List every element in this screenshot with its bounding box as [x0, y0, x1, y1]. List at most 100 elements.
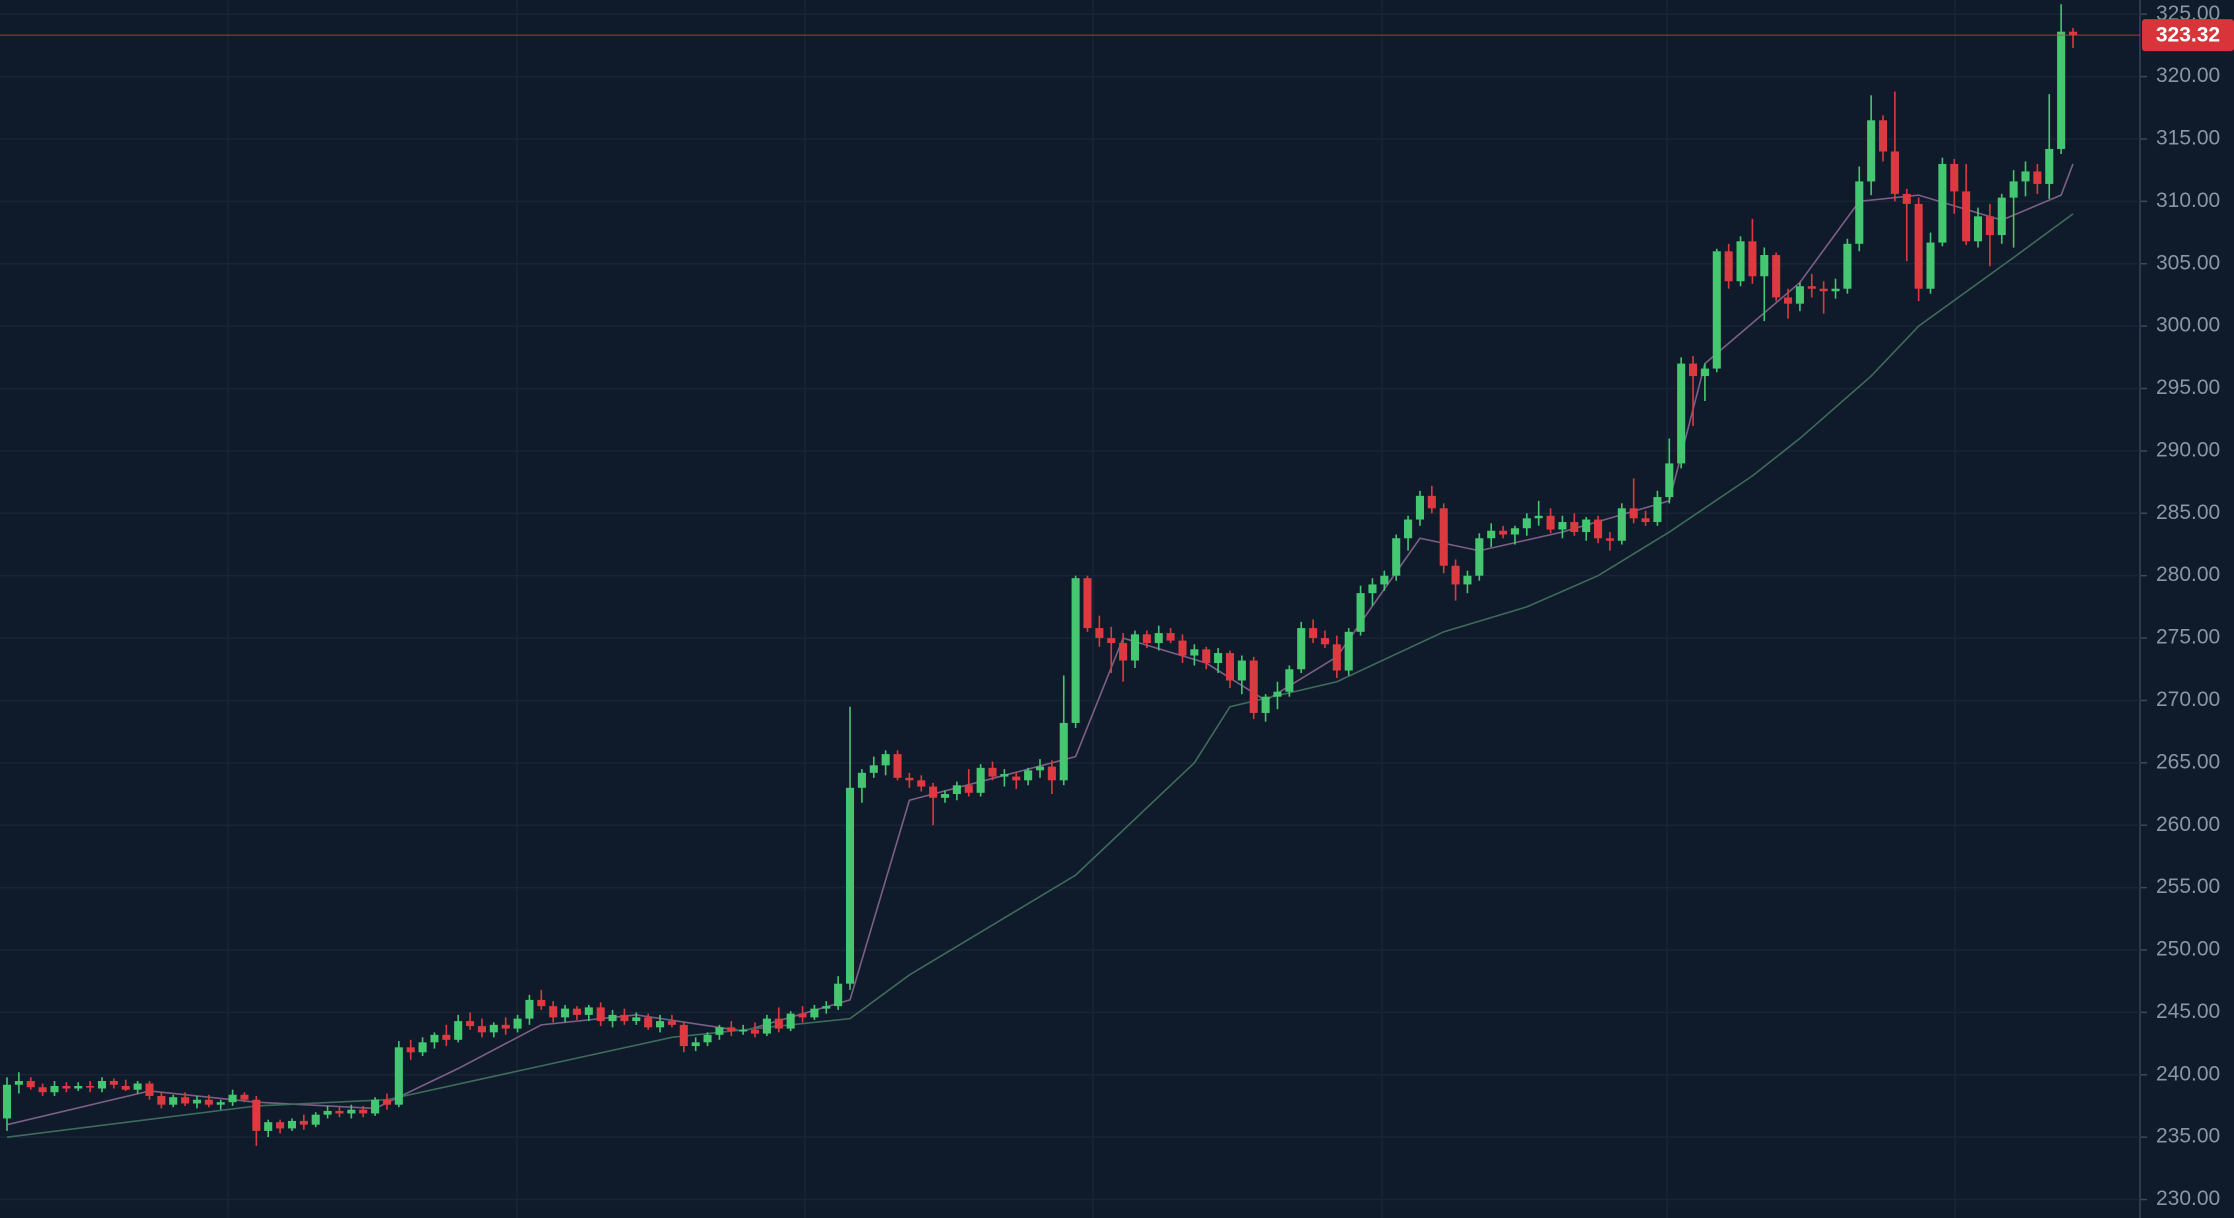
- candle-body: [2045, 148, 2054, 184]
- moving-average-line: [6, 213, 2074, 1138]
- candle-body: [596, 1007, 605, 1022]
- candle-body: [715, 1027, 724, 1035]
- candle-body: [1617, 508, 1626, 541]
- candle-body: [1855, 181, 1864, 244]
- candle-body: [822, 1006, 831, 1009]
- candle-body: [1225, 653, 1235, 681]
- candle-body: [501, 1024, 510, 1029]
- candle-body: [679, 1024, 688, 1047]
- candle-body: [1285, 669, 1294, 692]
- candle-body: [1320, 638, 1330, 645]
- y-tick-label: 320.00: [2156, 64, 2220, 87]
- candle-body: [1427, 495, 1436, 509]
- candle-body: [1677, 363, 1686, 464]
- candle-body: [1510, 528, 1519, 535]
- y-tick-label: 255.00: [2156, 875, 2220, 898]
- candle-body: [1499, 530, 1508, 535]
- candle-body: [750, 1029, 760, 1034]
- candle-body: [513, 1018, 522, 1029]
- candle-body: [323, 1110, 332, 1115]
- candle-body: [1142, 634, 1151, 644]
- candle-body: [632, 1017, 641, 1022]
- candle-body: [1249, 660, 1258, 713]
- candle-body: [1214, 653, 1223, 664]
- y-tick-label: 305.00: [2156, 251, 2220, 274]
- candle-body: [1878, 120, 1888, 152]
- y-tick-label: 270.00: [2156, 688, 2220, 711]
- candle-body: [1368, 584, 1377, 594]
- candle-body: [1653, 497, 1662, 523]
- candle-body: [287, 1120, 297, 1129]
- candle-body: [1772, 255, 1781, 298]
- candle-body: [917, 780, 926, 787]
- candle-body: [1819, 288, 1828, 292]
- candle-body: [1962, 191, 1971, 242]
- candle-body: [192, 1099, 202, 1104]
- y-tick-label: 315.00: [2156, 127, 2220, 150]
- candle-body: [1166, 633, 1175, 641]
- candle-body: [584, 1007, 593, 1015]
- candle-body: [26, 1081, 35, 1088]
- candle-body: [1558, 522, 1567, 530]
- candle-body: [1712, 251, 1721, 369]
- y-tick-label: 275.00: [2156, 626, 2220, 649]
- candle-body: [1843, 243, 1852, 289]
- candle-body: [1605, 538, 1614, 541]
- candle-body: [1522, 518, 1531, 529]
- candle-body: [1582, 519, 1591, 533]
- candle-body: [382, 1099, 391, 1105]
- time-grid: [227, 0, 1956, 1218]
- candle-body: [1178, 640, 1187, 656]
- y-tick-label: 290.00: [2156, 438, 2220, 461]
- candle-body: [2, 1084, 12, 1119]
- candle-body: [1594, 519, 1603, 539]
- candle-body: [1392, 538, 1401, 576]
- y-tick-label: 240.00: [2156, 1062, 2220, 1085]
- candle-body: [1463, 575, 1472, 585]
- candle-body: [1130, 634, 1140, 661]
- candle-body: [86, 1085, 95, 1088]
- candle-body: [418, 1042, 427, 1053]
- candle-body: [1795, 286, 1804, 304]
- y-tick-label: 300.00: [2156, 314, 2220, 337]
- candle-body: [1261, 696, 1270, 713]
- y-tick-label: 285.00: [2156, 501, 2220, 524]
- candle-body: [347, 1109, 356, 1114]
- candle-body: [1724, 251, 1733, 282]
- candle-body: [834, 983, 843, 1007]
- candle-body: [1344, 631, 1353, 671]
- candle-body: [525, 999, 534, 1019]
- candle-body: [1997, 197, 2006, 236]
- candle-body: [430, 1034, 439, 1043]
- candle-body: [109, 1081, 118, 1085]
- candle-body: [1902, 193, 1911, 204]
- candle-body: [1273, 691, 1282, 697]
- candle-body: [181, 1097, 190, 1104]
- y-tick-label: 245.00: [2156, 1000, 2220, 1023]
- candle-body: [798, 1013, 807, 1018]
- candle-body: [1035, 766, 1045, 771]
- candle-body: [1760, 255, 1769, 277]
- candle-body: [1546, 515, 1555, 530]
- candle-body: [1985, 216, 1994, 236]
- candle-body: [691, 1042, 700, 1047]
- candle-body: [121, 1085, 130, 1090]
- candle-body: [2068, 31, 2078, 36]
- candle-body: [620, 1014, 629, 1022]
- candle-body: [667, 1021, 676, 1025]
- candle-body: [1950, 163, 1959, 192]
- candle-body: [466, 1021, 475, 1027]
- last-price-tag: [2142, 19, 2234, 52]
- y-tick-label: 250.00: [2156, 938, 2220, 961]
- candle-body: [1783, 297, 1793, 304]
- candle-body: [1332, 644, 1341, 671]
- candle-body: [406, 1047, 415, 1053]
- y-tick-label: 325.00: [2156, 2, 2220, 25]
- candle-body: [952, 785, 961, 795]
- candle-body: [145, 1083, 154, 1096]
- candle-body: [1095, 628, 1104, 639]
- candle-body: [786, 1013, 795, 1029]
- candle-body: [50, 1085, 59, 1093]
- candle-body: [703, 1034, 712, 1043]
